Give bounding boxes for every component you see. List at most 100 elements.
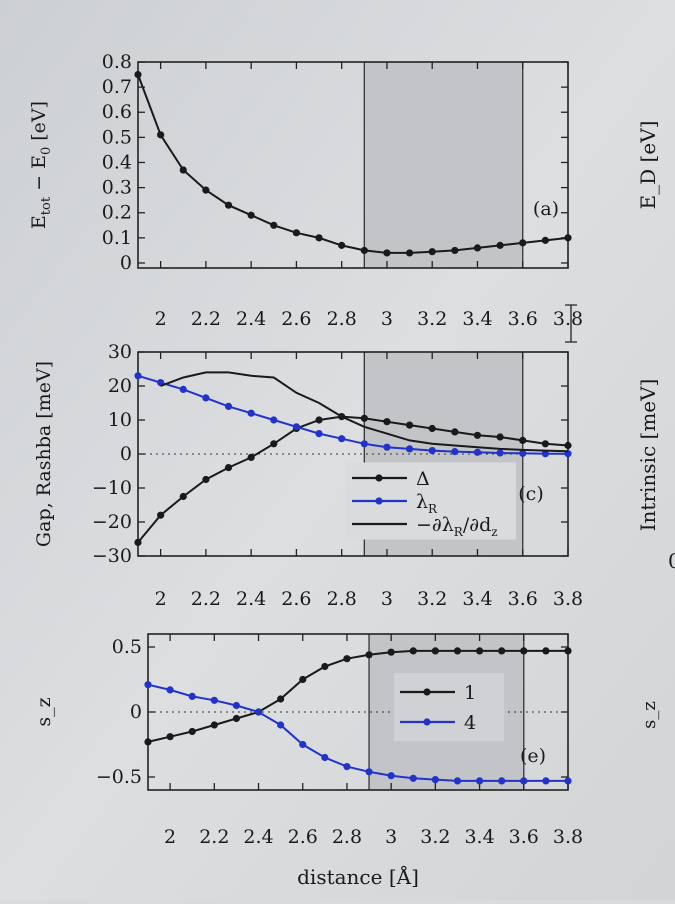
x-tick-label: 3.4 [462, 588, 492, 610]
data-point [473, 431, 482, 439]
data-point [564, 441, 572, 450]
data-point [270, 221, 278, 229]
data-point [453, 777, 462, 785]
data-point [360, 440, 368, 448]
data-point [299, 740, 307, 749]
data-point [365, 768, 373, 776]
data-point [520, 647, 528, 655]
series-line [160, 371, 569, 453]
y-tick-label: 0.4 [102, 151, 132, 173]
data-point [451, 246, 459, 255]
x-tick-label: 2.6 [281, 308, 311, 330]
legend-label: Δ [416, 468, 430, 490]
data-point [179, 385, 187, 393]
data-point [144, 681, 152, 689]
data-point [315, 234, 323, 242]
data-point [405, 421, 414, 429]
data-point [232, 701, 241, 710]
data-point [134, 70, 142, 79]
data-point [247, 453, 255, 461]
x-tick-label: 2 [164, 826, 176, 848]
data-point [496, 241, 504, 249]
legend-marker [423, 688, 431, 696]
data-point [315, 430, 323, 438]
legend-label: 4 [464, 712, 476, 734]
data-point [383, 443, 391, 451]
x-tick-label: 3.6 [508, 308, 538, 330]
data-point [428, 424, 436, 433]
panel-a: 2 2.2 2.4 2.6 2.8 3 3.2 3.4 3.6 3.8 0 0.1 0.2 0.3 0.4 0… [28, 51, 583, 330]
y-tick-label: −20 [92, 511, 132, 533]
data-point [210, 721, 218, 729]
data-point [541, 450, 549, 458]
x-tick-label: 3.4 [464, 826, 494, 848]
right-label-intrinsic: Intrinsic [meV] [636, 379, 660, 532]
y-tick-label: 0.5 [112, 636, 142, 658]
data-point [292, 423, 301, 431]
x-tick-label: 2 [155, 588, 167, 610]
data-point [542, 647, 550, 655]
data-point [292, 229, 301, 237]
data-point [157, 131, 165, 139]
plot-frame [137, 61, 569, 269]
errorbar-glyph [565, 304, 577, 343]
data-point [202, 475, 210, 484]
y-tick-label: 0.8 [102, 51, 132, 73]
x-tick-label: 2.4 [236, 308, 266, 330]
y-axis-label: Etot − E0 [eV] [28, 101, 54, 229]
data-point [179, 492, 187, 501]
data-point [496, 449, 504, 457]
y-tick-label: 0.1 [102, 227, 132, 249]
legend-box [394, 673, 504, 741]
data-point [498, 777, 506, 785]
x-tick-label: 3.8 [553, 588, 583, 610]
data-point [428, 447, 436, 455]
x-tick-label: 2.6 [288, 826, 318, 848]
data-point [519, 436, 527, 444]
right-label-sz: s_z [639, 701, 660, 729]
y-tick-label: 0 [130, 701, 142, 723]
data-point [343, 763, 351, 771]
data-point [224, 402, 233, 410]
legend-marker [423, 718, 431, 726]
series-line [147, 683, 568, 782]
panel-label: (a) [533, 198, 559, 220]
data-point [405, 445, 414, 453]
legend-marker [375, 497, 383, 505]
data-point [277, 721, 285, 729]
panel-label: (e) [520, 745, 546, 767]
series-line [137, 374, 568, 455]
data-point [475, 647, 484, 655]
y-tick-label: 20 [108, 375, 132, 397]
series-line [137, 74, 569, 254]
x-tick-label: 2.2 [191, 588, 221, 610]
data-point [188, 727, 196, 736]
data-point [541, 236, 549, 244]
y-axis-label: s_z [33, 697, 55, 726]
data-point [405, 249, 414, 257]
shaded-region [364, 62, 523, 268]
data-point [321, 662, 329, 671]
data-point [564, 234, 572, 242]
data-point [431, 776, 439, 784]
x-tick-label: 3 [381, 308, 393, 330]
data-point [270, 440, 278, 448]
series-line [147, 649, 568, 743]
data-point [473, 244, 482, 252]
data-point [166, 733, 174, 741]
data-point [144, 738, 152, 746]
y-tick-label: 0 [120, 252, 132, 274]
y-tick-label: 0.5 [102, 126, 132, 148]
data-point [451, 428, 459, 436]
y-tick-label: 0.6 [102, 101, 132, 123]
x-tick-label: 2.8 [327, 308, 357, 330]
y-tick-label: −30 [92, 545, 132, 567]
data-point [224, 201, 233, 209]
data-point [157, 511, 165, 519]
data-point [431, 647, 439, 655]
data-point [519, 239, 527, 247]
x-tick-label: 2.8 [332, 826, 362, 848]
right-label-ed: E_D [eV] [636, 121, 660, 210]
data-point [365, 651, 373, 659]
